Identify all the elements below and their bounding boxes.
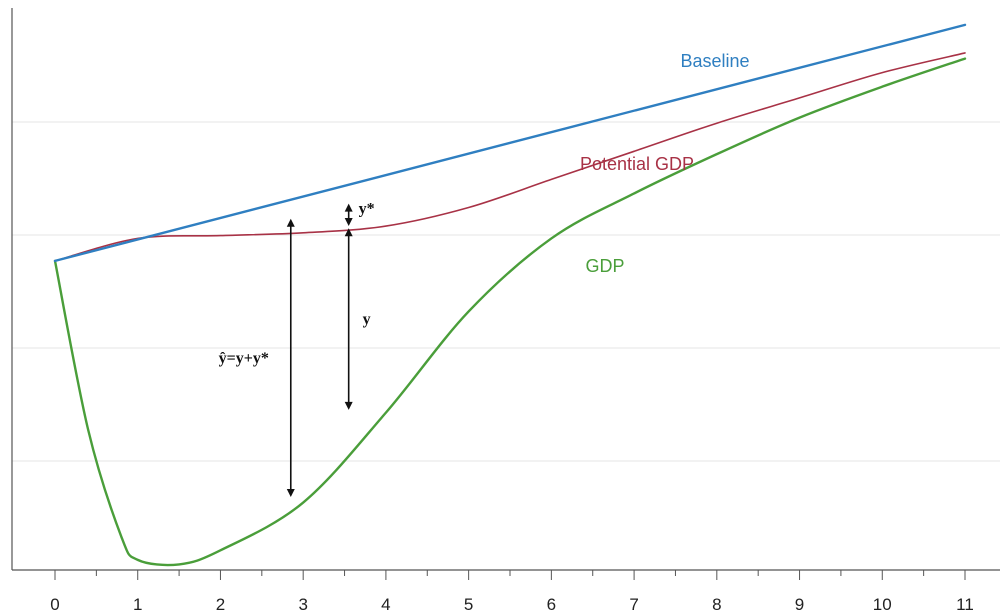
x-tick-label: 3 (298, 595, 307, 613)
annotation-label: y (363, 311, 371, 328)
annotation-layer: ŷ=y+y* y y* (219, 201, 375, 497)
x-tick-label: 8 (712, 595, 721, 613)
x-tick-label: 1 (133, 595, 142, 613)
series-line-baseline (53, 23, 967, 263)
series-labels: Baseline Potential GDP GDP (580, 51, 750, 276)
series-label: Baseline (680, 51, 749, 71)
series-layer (53, 23, 967, 567)
series-label: GDP (585, 256, 624, 276)
x-tick-label: 10 (873, 595, 892, 613)
x-tick-label: 11 (956, 595, 974, 613)
x-tick-label: 2 (216, 595, 225, 613)
x-tick-label: 4 (381, 595, 390, 613)
series-line-gdp (53, 57, 967, 567)
double-arrow (286, 218, 295, 497)
x-tick-label: 0 (50, 595, 59, 613)
double-arrow (344, 203, 353, 227)
x-tick-label: 6 (547, 595, 556, 613)
annotation-label: y* (359, 201, 375, 218)
double-arrow (344, 228, 353, 410)
x-tick-label: 9 (795, 595, 804, 613)
series-label: Potential GDP (580, 154, 694, 174)
annotation-label: ŷ=y+y* (219, 350, 269, 367)
x-tick-label: 5 (464, 595, 473, 613)
x-tick-label: 7 (629, 595, 638, 613)
series-line-potential-gdp (54, 52, 966, 262)
x-axis-ticks: 0 1 2 3 4 5 6 7 8 9 10 11 (50, 570, 974, 613)
grid-lines (12, 121, 1000, 462)
